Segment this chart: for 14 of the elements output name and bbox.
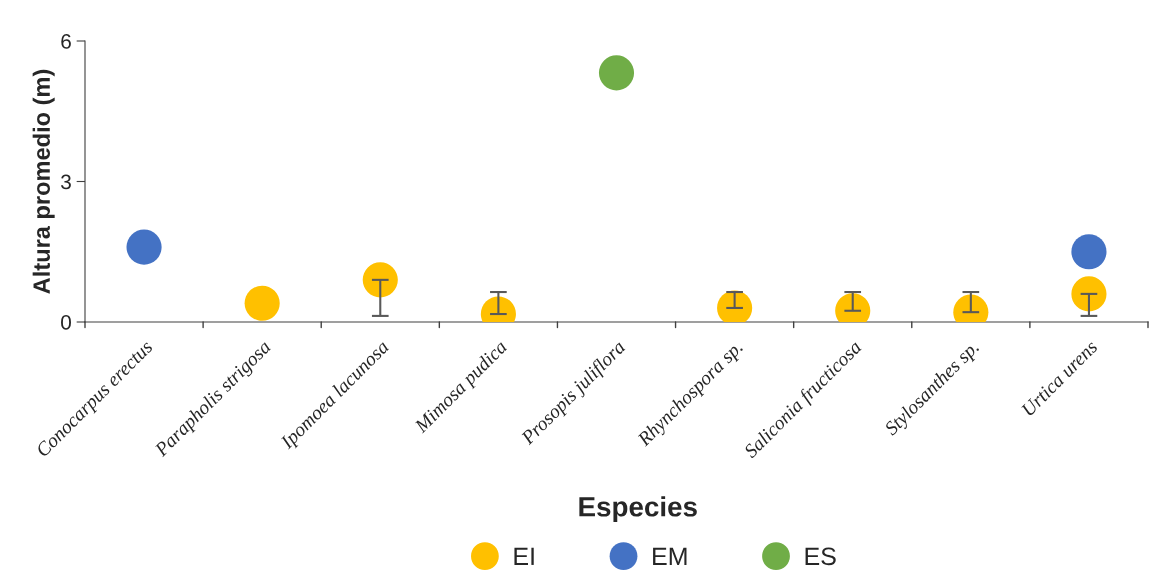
legend-label: EM [653,547,687,565]
point [244,285,280,321]
point [362,262,398,298]
point [126,229,162,265]
legend-label: ES [805,547,836,566]
point [1071,276,1107,312]
x-axis-title: Especies [579,496,697,523]
y-tick-label: 0 [61,315,71,330]
y-tick-label: 6 [61,34,71,49]
y-axis-title: Altura promedio (m) [32,69,55,294]
point [598,55,635,91]
legend-label: EI [514,547,534,565]
point [1071,234,1107,270]
y-tick-label: 3 [61,174,71,190]
